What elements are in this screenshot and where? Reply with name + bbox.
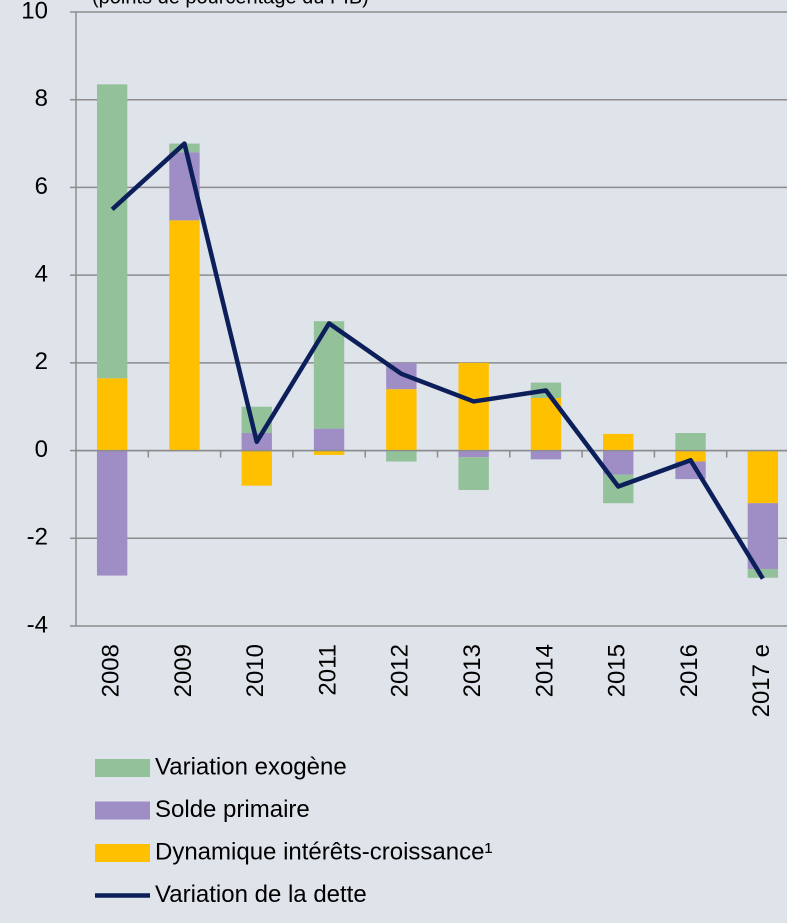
bar-segment xyxy=(530,450,562,460)
x-tick-label: 2014 xyxy=(531,644,558,697)
y-tick-label: 0 xyxy=(35,436,48,463)
bar-segment xyxy=(386,389,417,451)
y-tick-label: 6 xyxy=(35,173,48,200)
bar-segment xyxy=(96,378,128,451)
x-tick-label: 2010 xyxy=(242,644,269,697)
bar-segment xyxy=(96,84,128,379)
x-tick-label: 2016 xyxy=(676,644,703,697)
legend-label: Solde primaire xyxy=(155,796,310,823)
chart-subtitle: (points de pourcentage du PIB) xyxy=(92,0,369,8)
legend-label: Variation de la dette xyxy=(155,881,367,908)
legend-swatch xyxy=(95,759,150,777)
bar-segment xyxy=(675,450,706,462)
y-tick-label: -2 xyxy=(27,524,48,551)
bar-segment xyxy=(241,406,272,434)
line-series xyxy=(110,141,765,580)
bar-segment xyxy=(603,474,634,504)
bar-segment xyxy=(96,450,128,576)
legend-swatch xyxy=(95,844,150,862)
x-tick-label: 2011 xyxy=(314,644,341,696)
bar-segment xyxy=(458,362,489,451)
x-tick-label: 2012 xyxy=(387,644,414,697)
legend-swatch xyxy=(95,801,150,820)
x-tick-label: 2008 xyxy=(97,644,124,697)
bar-segment xyxy=(458,457,489,491)
y-tick-label: 2 xyxy=(35,348,48,375)
bar-segment xyxy=(675,433,706,451)
y-tick-label: 4 xyxy=(35,260,48,287)
y-tick-label: 8 xyxy=(35,85,48,112)
bar-segment xyxy=(169,220,200,451)
bar-segment xyxy=(747,568,779,578)
y-tick-label: 10 xyxy=(21,0,48,24)
bar-segment xyxy=(603,433,634,451)
x-tick-label: 2017 e xyxy=(748,644,775,717)
bar-segment xyxy=(313,450,345,455)
bar-segment xyxy=(747,450,779,504)
bar-segment xyxy=(386,450,417,462)
x-tick-label: 2015 xyxy=(604,644,631,697)
bar-segment xyxy=(458,450,489,458)
y-tick-label: -4 xyxy=(27,611,48,638)
x-tick-label: 2009 xyxy=(170,644,197,697)
bar-segment xyxy=(313,428,345,451)
legend-label: Dynamique intérêts-croissance¹ xyxy=(155,838,492,865)
bar-segment xyxy=(241,450,272,486)
legend-label: Variation exogène xyxy=(155,753,347,780)
x-tick-label: 2013 xyxy=(459,644,486,697)
